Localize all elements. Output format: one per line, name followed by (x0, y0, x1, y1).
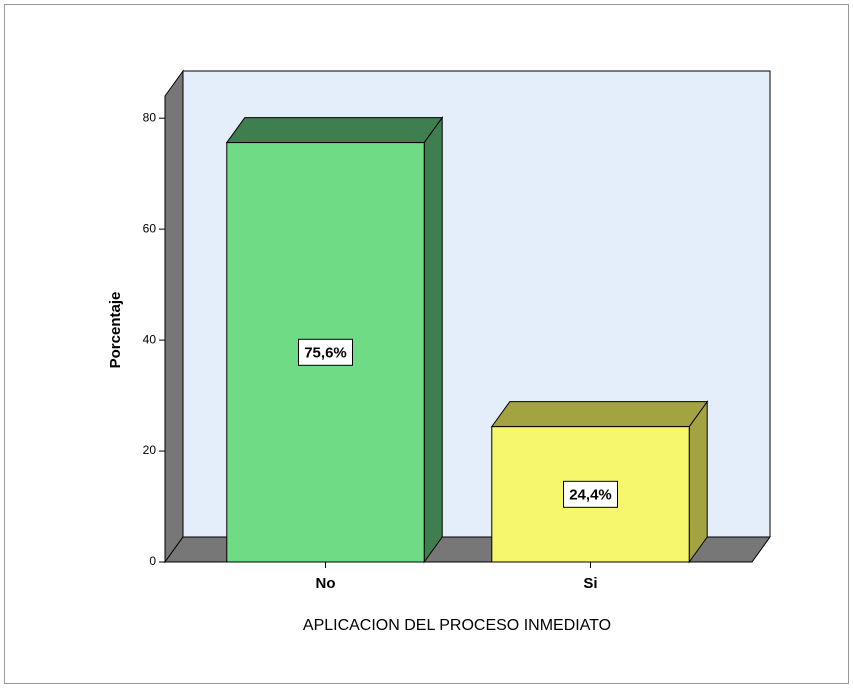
bar-top (225, 117, 444, 144)
data-label-box (563, 480, 618, 508)
y-tick-label: 0 (149, 554, 156, 568)
y-tick-label: 80 (143, 110, 157, 124)
bar-side (423, 116, 443, 564)
data-label: 75,6% (304, 344, 347, 361)
x-axis-title: APLICACION DEL PROCESO INMEDIATO (303, 617, 611, 634)
y-tick-label: 20 (143, 443, 157, 457)
y-axis-title: Porcentaje (107, 292, 124, 369)
side-wall (164, 69, 184, 564)
x-tick-label: Si (583, 575, 597, 592)
data-label: 24,4% (569, 486, 612, 503)
bar-side (688, 400, 708, 564)
bar-top (490, 401, 709, 428)
y-tick-label: 40 (143, 332, 157, 346)
x-tick-label: No (316, 575, 336, 592)
y-tick-label: 60 (143, 221, 157, 235)
data-label-box (298, 338, 353, 366)
